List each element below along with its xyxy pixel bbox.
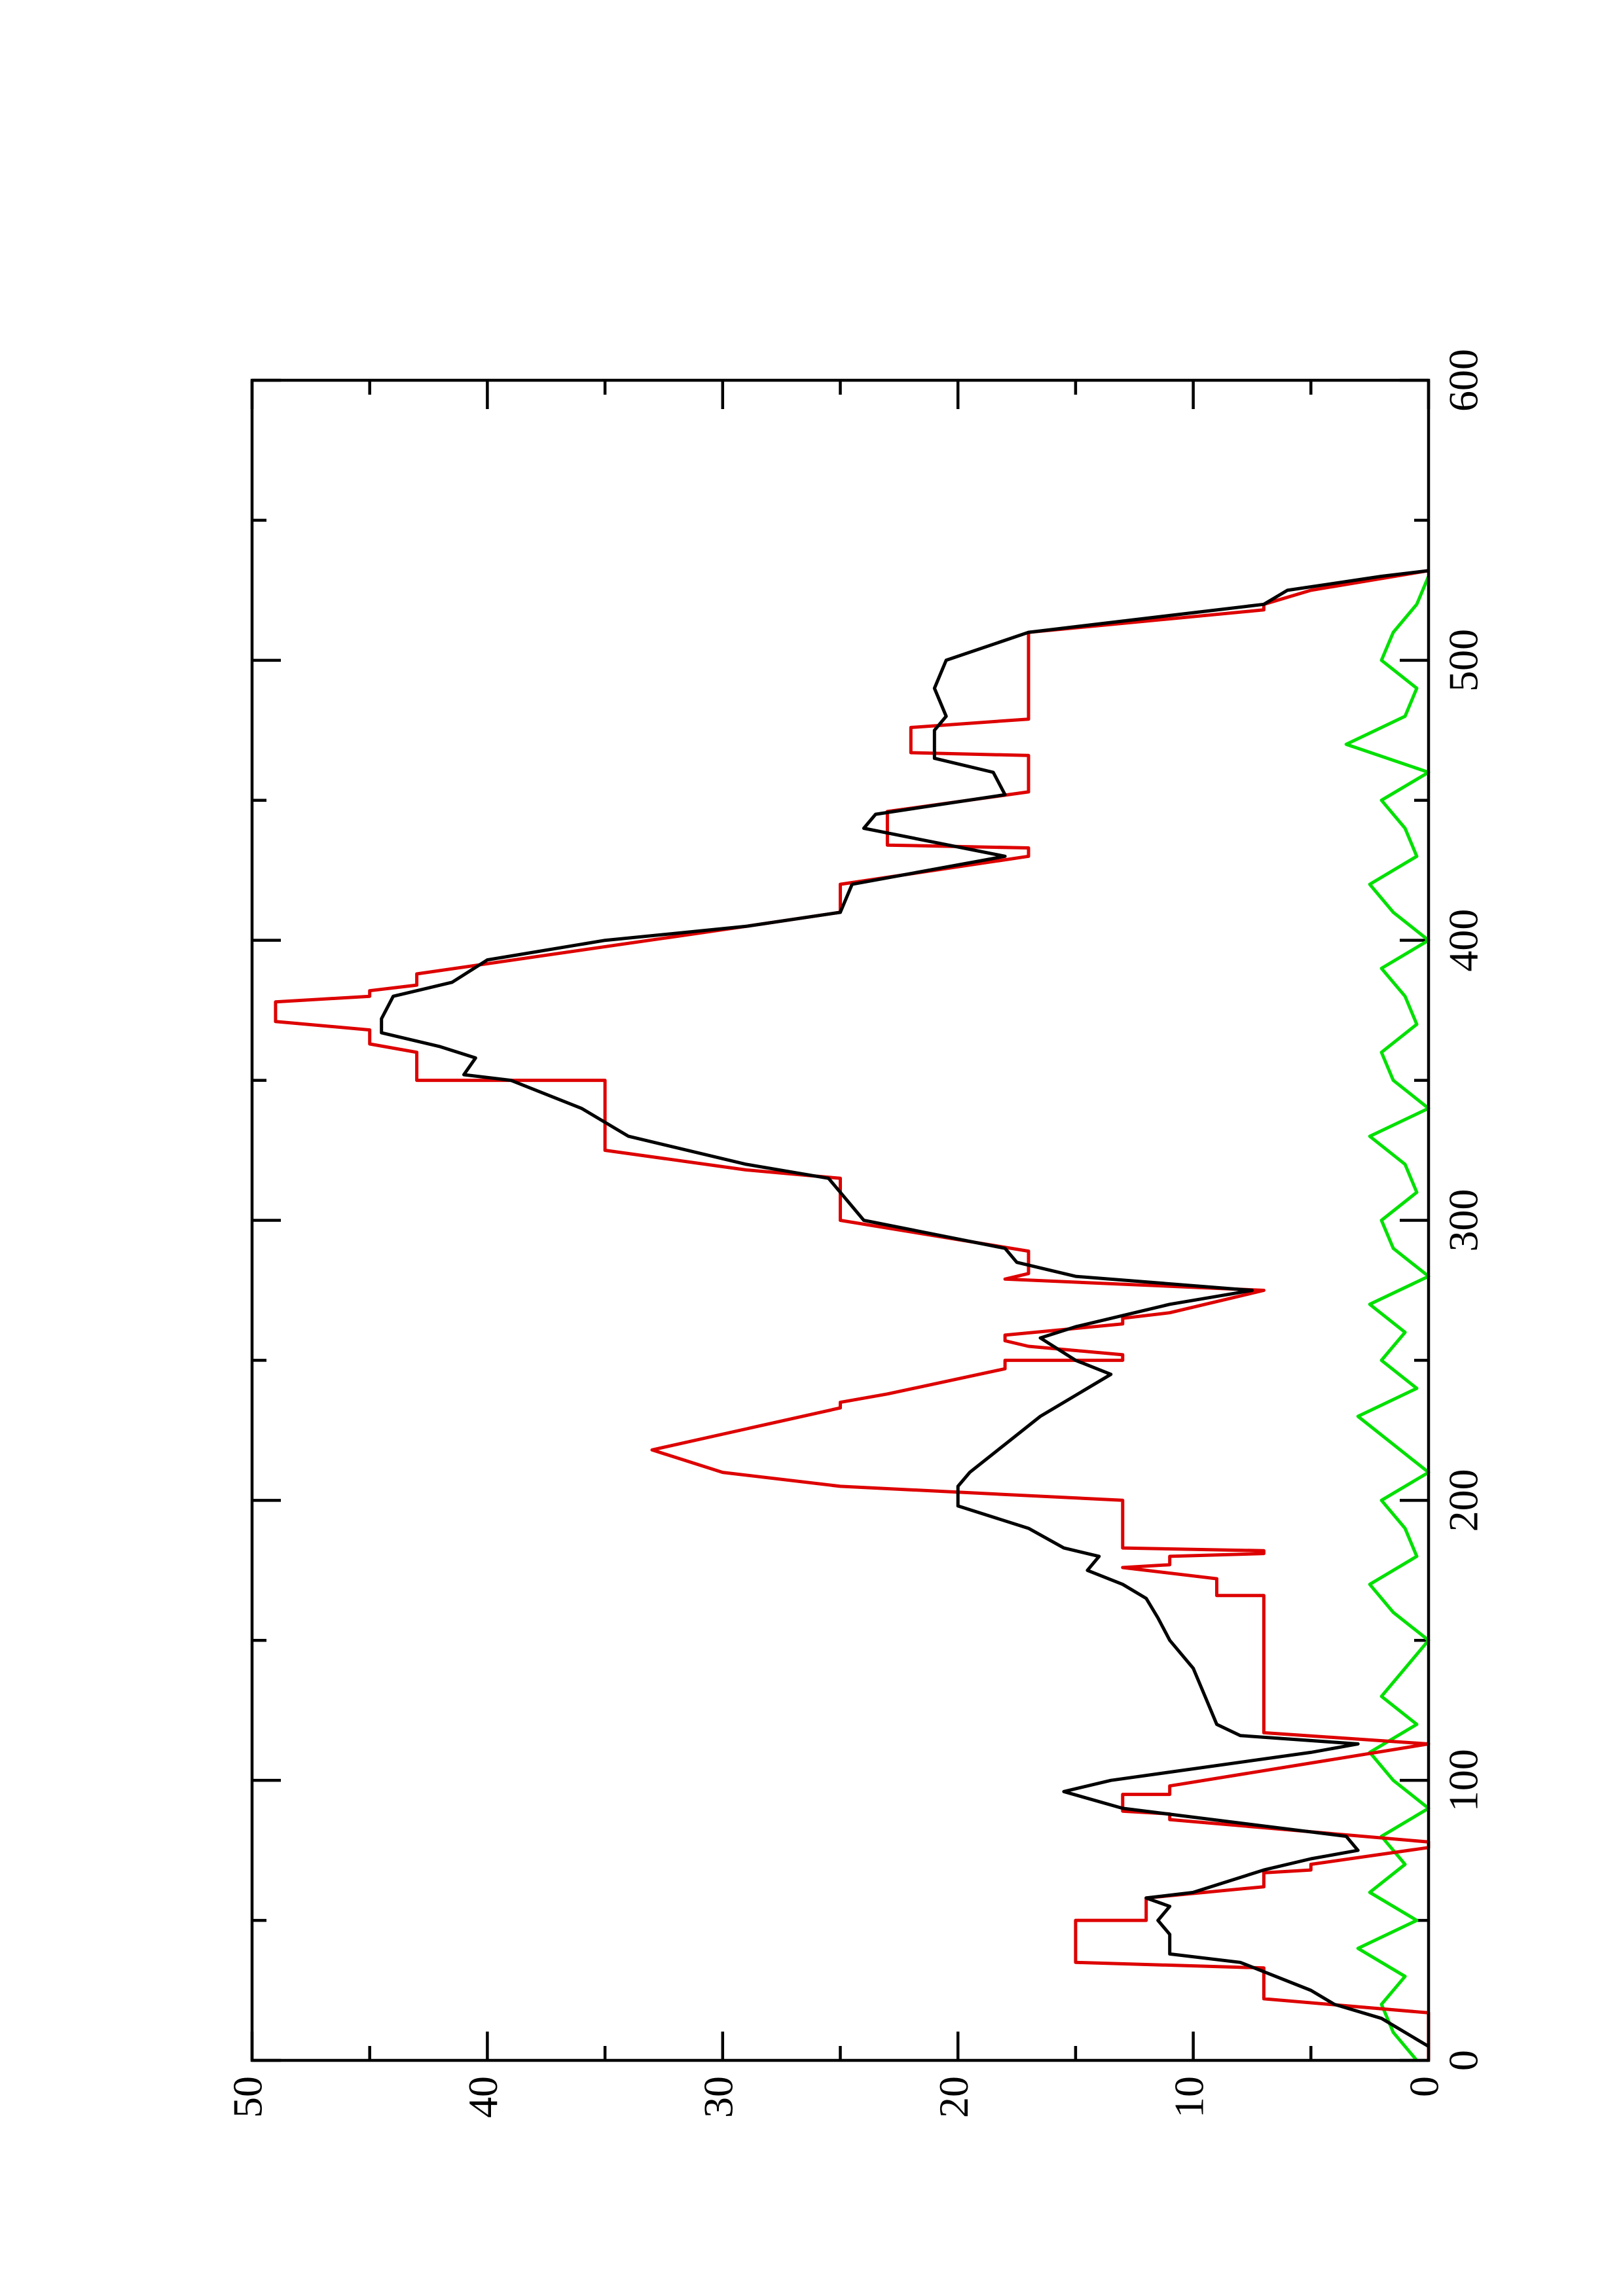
x-tick-label: 200 — [1440, 1469, 1487, 1532]
series-line — [274, 569, 1431, 2060]
y-tick-label: 50 — [225, 2076, 271, 2118]
y-tick-label: 40 — [460, 2076, 506, 2118]
x-tick-label: 500 — [1440, 629, 1487, 692]
y-tick-label: 10 — [1165, 2076, 1212, 2118]
y-tick-label: 0 — [1401, 2076, 1448, 2097]
x-tick-label: 100 — [1440, 1749, 1487, 1812]
x-tick-label: 0 — [1440, 2050, 1487, 2071]
series-line — [1344, 575, 1431, 2062]
plot-area: 0 100 200 300 400 500 600 0 10 20 30 40 50 — [225, 349, 1487, 2118]
plot-frame — [250, 378, 1431, 2062]
x-tick-label: 400 — [1440, 909, 1487, 972]
y-tick-label: 30 — [695, 2076, 741, 2118]
y-tick-label: 20 — [930, 2076, 977, 2118]
series-line — [380, 569, 1430, 2048]
x-tick-label: 600 — [1440, 349, 1487, 412]
x-tick-label: 300 — [1440, 1189, 1487, 1252]
